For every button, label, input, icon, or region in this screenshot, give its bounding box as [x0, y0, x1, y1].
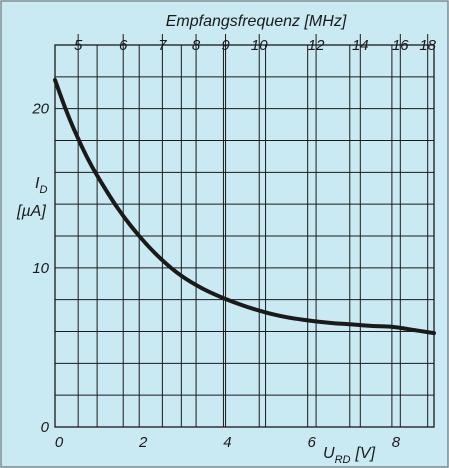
- top-axis-tick-label: 5: [74, 37, 83, 54]
- x-axis-tick-label: 0: [55, 434, 64, 451]
- top-axis-tick-label: 12: [308, 37, 325, 54]
- y-axis-label-unit: [µA]: [16, 203, 46, 220]
- top-axis-tick-label: 10: [251, 37, 268, 54]
- x-axis-tick-label: 8: [392, 434, 401, 451]
- x-axis-label-unit: [V]: [354, 445, 375, 462]
- x-axis-label-symbol: U: [323, 445, 335, 462]
- y-axis-tick-label: 0: [41, 419, 50, 436]
- grid-layer: [54, 34, 435, 428]
- x-axis-tick-label: 4: [223, 434, 231, 451]
- top-axis-tick-label: 14: [352, 37, 369, 54]
- x-axis-label-subscript: RD: [335, 454, 351, 466]
- top-axis-tick-label: 6: [119, 37, 128, 54]
- top-axis-tick-label: 9: [221, 37, 230, 54]
- top-axis-tick-label: 16: [392, 37, 409, 54]
- y-axis-tick-labels: 0 10 20: [31, 101, 49, 436]
- svg-text:URD[V]: URD [V]: [323, 445, 376, 466]
- y-axis-label: ID [µA]: [16, 175, 47, 220]
- x-axis-tick-label: 2: [138, 434, 148, 451]
- x-axis-label: URD [V]: [323, 445, 376, 466]
- y-axis-label-symbol: I: [35, 175, 40, 192]
- y-axis-tick-label: 20: [31, 101, 49, 118]
- series-curve: [53, 78, 436, 336]
- top-axis-tick-label: 8: [192, 37, 201, 54]
- top-axis-tick-label: 18: [419, 37, 436, 54]
- top-axis-label: Empfangsfrequenz [MHz]: [166, 13, 347, 30]
- top-axis-tick-labels: 5 6 7 8 9 10 12 14 16 18: [74, 37, 437, 54]
- top-axis-tick-label: 7: [158, 37, 167, 54]
- y-axis-label-subscript: D: [39, 184, 47, 196]
- x-axis-tick-labels: 0 2 4 6 8: [55, 434, 401, 451]
- x-axis-tick-label: 6: [307, 434, 316, 451]
- svg-text:ID: ID: [35, 175, 47, 196]
- y-axis-tick-label: 10: [32, 260, 49, 277]
